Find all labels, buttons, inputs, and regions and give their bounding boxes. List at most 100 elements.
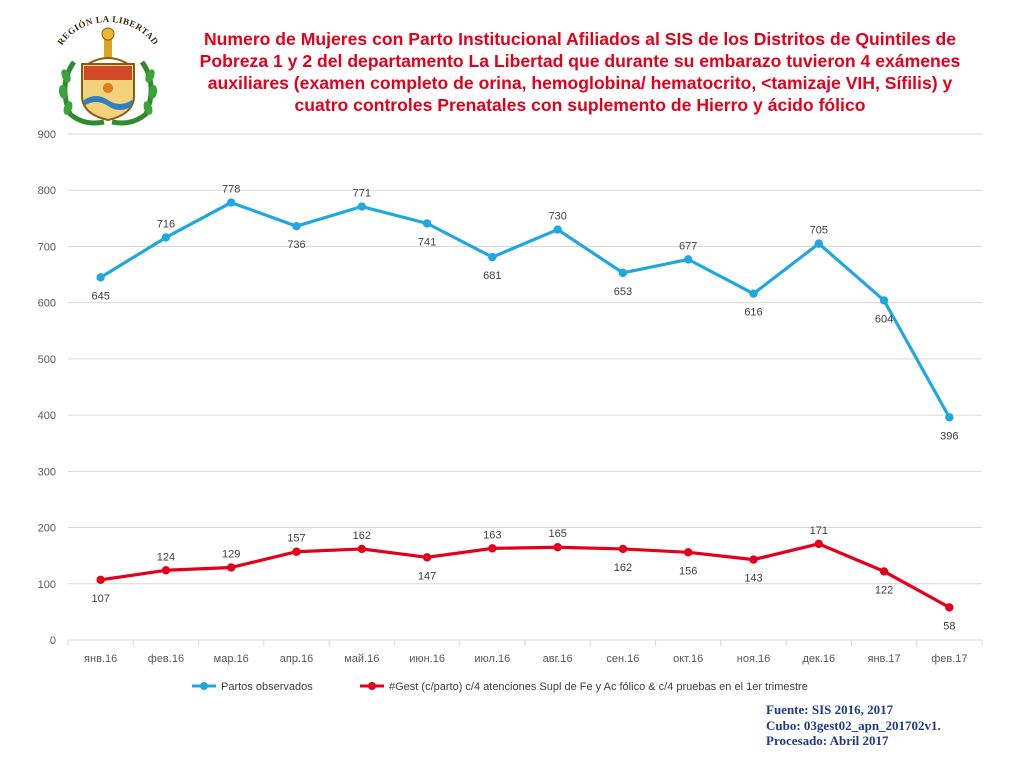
y-tick-label: 800: [38, 185, 56, 197]
x-tick-label: июн.16: [409, 653, 445, 665]
x-tick-label: окт.16: [673, 653, 703, 665]
data-label-series-2: 124: [157, 551, 175, 563]
x-tick-label: ноя.16: [737, 653, 770, 665]
data-point-series-1[interactable]: [879, 296, 889, 305]
source-line-3: Procesado: Abril 2017: [766, 733, 889, 748]
x-tick-label: авг.16: [543, 653, 573, 665]
y-axis-ticks: 0 100 200 300 400 500 600 700 800 900: [38, 129, 56, 647]
x-tick-label: янв.16: [84, 653, 117, 665]
x-tick-label: фев.16: [148, 653, 184, 665]
data-label-series-2: 156: [679, 565, 697, 577]
data-point-series-1[interactable]: [553, 225, 562, 234]
grid-lines: [68, 133, 982, 641]
data-point-series-1[interactable]: [292, 222, 301, 231]
data-label-series-2: 58: [943, 620, 955, 632]
data-label-series-1: 778: [222, 184, 240, 196]
source-note: Fuente: SIS 2016, 2017 Cubo: 03gest02_ap…: [766, 702, 941, 749]
data-point-series-2[interactable]: [749, 555, 758, 564]
legend: Partos observados #Gest (c/parto) c/4 ate…: [192, 681, 808, 693]
data-point-series-1[interactable]: [945, 413, 954, 422]
data-point-series-2[interactable]: [814, 539, 823, 549]
x-tick-label: сен.16: [606, 653, 639, 665]
data-label-series-1: 616: [744, 307, 762, 319]
x-tick-label: мар.16: [214, 653, 249, 665]
chart-title: Numero de Mujeres con Parto Instituciona…: [199, 29, 961, 115]
line-chart: 0 100 200 300 400 500 600 700 800 900 янв.16 фев.1…: [38, 129, 983, 693]
source-line-1: Fuente: SIS 2016, 2017: [766, 702, 894, 717]
data-point-series-1[interactable]: [96, 273, 105, 282]
x-tick-label: янв.17: [867, 653, 900, 665]
data-label-series-1: 396: [940, 430, 958, 442]
data-label-series-1: 653: [614, 286, 632, 298]
data-label-series-1: 705: [810, 225, 828, 237]
data-label-series-2: 157: [287, 533, 305, 545]
data-point-series-1[interactable]: [357, 202, 366, 211]
x-tick-label: дек.16: [802, 653, 835, 665]
data-label-series-2: 163: [483, 529, 501, 541]
data-point-series-2[interactable]: [96, 575, 105, 585]
data-point-series-1[interactable]: [684, 255, 693, 264]
data-point-series-2[interactable]: [618, 544, 628, 554]
source-line-2: Cubo: 03gest02_apn_201702v1.: [766, 717, 941, 733]
legend-label-2[interactable]: #Gest (c/parto) c/4 atenciones Supl de F…: [389, 681, 808, 693]
x-tick-label: апр.16: [280, 653, 313, 665]
data-point-series-2[interactable]: [879, 567, 889, 576]
x-tick-label: май.16: [344, 653, 379, 665]
x-tick-label: фев.17: [931, 653, 967, 665]
legend-swatch-marker-2: [368, 682, 376, 690]
data-label-series-2: 165: [548, 528, 566, 540]
regional-logo: REGIÓN LA LIBERTAD: [55, 14, 160, 126]
data-point-series-2[interactable]: [945, 603, 954, 612]
data-point-series-1[interactable]: [227, 198, 236, 207]
y-tick-label: 900: [38, 129, 56, 141]
data-point-series-2[interactable]: [292, 547, 301, 556]
data-point-series-1[interactable]: [618, 268, 628, 278]
data-label-series-2: 122: [875, 584, 893, 596]
data-label-series-1: 741: [418, 236, 436, 248]
data-point-series-1[interactable]: [749, 289, 758, 298]
data-point-series-2[interactable]: [227, 563, 236, 572]
data-point-series-2[interactable]: [488, 544, 497, 553]
data-label-series-2: 162: [353, 530, 371, 542]
x-axis-ticks: янв.16 фев.16 мар.16 апр.16 май.16 июн.16 июл.…: [67, 640, 983, 665]
y-tick-label: 100: [38, 579, 56, 591]
data-label-series-2: 129: [222, 548, 240, 560]
data-label-series-1: 736: [287, 239, 305, 251]
data-point-series-1[interactable]: [422, 219, 432, 228]
data-labels: 645 716 778 736 771 741 681 730 653 677 616 705 604 3…: [91, 184, 958, 633]
legend-label-1[interactable]: Partos observados: [221, 681, 313, 693]
data-point-series-2[interactable]: [161, 566, 171, 575]
y-tick-label: 200: [38, 523, 56, 535]
data-point-series-1[interactable]: [161, 233, 171, 242]
data-label-series-1: 645: [91, 290, 109, 302]
series-lines: [99, 200, 951, 609]
data-label-series-1: 771: [353, 188, 371, 200]
data-label-series-2: 162: [614, 562, 632, 574]
data-label-series-1: 681: [483, 270, 501, 282]
data-point-series-1[interactable]: [488, 252, 497, 262]
legend-swatch-marker-1: [200, 682, 208, 690]
data-label-series-1: 716: [157, 218, 175, 230]
data-point-series-2[interactable]: [553, 543, 562, 552]
series-line-2: [100, 542, 951, 609]
x-tick-label: июл.16: [474, 653, 510, 665]
data-point-series-1[interactable]: [814, 239, 823, 248]
data-label-series-2: 107: [91, 593, 109, 605]
data-point-series-2[interactable]: [357, 544, 366, 554]
series-line-1: [99, 200, 951, 419]
y-tick-label: 700: [38, 241, 56, 253]
data-label-series-1: 730: [548, 211, 566, 223]
data-points: [96, 198, 954, 612]
data-label-series-1: 677: [679, 240, 697, 252]
y-tick-label: 400: [38, 410, 56, 422]
data-label-series-2: 143: [744, 573, 762, 585]
data-label-series-2: 147: [418, 570, 436, 582]
y-tick-label: 0: [50, 635, 56, 647]
y-tick-label: 600: [38, 298, 56, 310]
data-label-series-1: 604: [875, 313, 893, 325]
data-point-series-2[interactable]: [422, 553, 432, 562]
data-label-series-2: 171: [810, 525, 828, 537]
data-point-series-2[interactable]: [684, 548, 693, 557]
y-tick-label: 500: [38, 354, 56, 366]
y-tick-label: 300: [38, 466, 56, 478]
